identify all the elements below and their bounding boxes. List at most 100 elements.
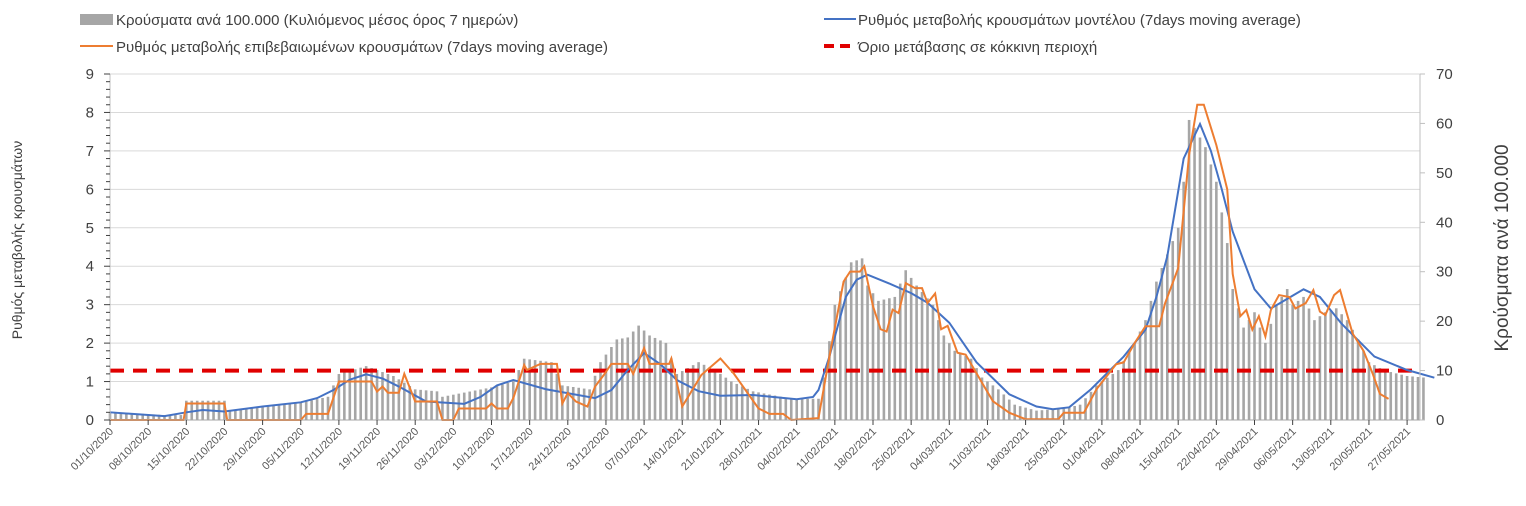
bar bbox=[315, 399, 319, 420]
bar bbox=[1133, 342, 1136, 420]
bar bbox=[893, 296, 897, 420]
bar bbox=[980, 377, 984, 420]
bar bbox=[735, 383, 739, 420]
bar bbox=[283, 404, 286, 420]
bar bbox=[1258, 327, 1262, 420]
y-left-tick-label: 9 bbox=[86, 66, 94, 83]
bar bbox=[1422, 377, 1425, 420]
bar bbox=[833, 304, 837, 420]
legend-label-blue: Ρυθμός μεταβολής κρουσμάτων μοντέλου (7d… bbox=[858, 12, 1301, 29]
bar bbox=[353, 369, 357, 420]
bar bbox=[1155, 281, 1158, 420]
bar bbox=[114, 412, 117, 420]
bar bbox=[571, 386, 575, 420]
bar bbox=[1389, 372, 1393, 420]
y-right-tick-label: 60 bbox=[1436, 115, 1453, 132]
bar bbox=[326, 396, 330, 420]
legend-label-orange: Ρυθμός μεταβολής επιβεβαιωμένων κρουσμάτ… bbox=[116, 39, 608, 56]
bar bbox=[953, 350, 957, 420]
bar bbox=[119, 412, 123, 420]
bar bbox=[522, 358, 526, 420]
bar bbox=[1416, 376, 1420, 420]
bar bbox=[244, 408, 248, 420]
bar bbox=[948, 343, 951, 420]
bar bbox=[321, 397, 324, 420]
bar bbox=[157, 414, 161, 420]
bar bbox=[828, 341, 831, 420]
bar bbox=[446, 395, 450, 420]
bar bbox=[163, 415, 166, 420]
bar bbox=[817, 398, 820, 420]
bar bbox=[1236, 308, 1240, 420]
y-left-tick-label: 3 bbox=[86, 297, 94, 314]
bar bbox=[343, 372, 346, 420]
bar bbox=[653, 337, 657, 420]
bar bbox=[539, 360, 542, 420]
bar bbox=[495, 385, 499, 420]
bar bbox=[751, 391, 755, 420]
bar bbox=[860, 258, 864, 420]
bar bbox=[1111, 373, 1115, 420]
bar bbox=[1324, 312, 1327, 420]
bars-cases bbox=[108, 119, 1425, 421]
bar bbox=[680, 371, 684, 420]
bar bbox=[730, 381, 733, 420]
bar bbox=[664, 342, 668, 420]
bar bbox=[1345, 320, 1349, 420]
bar bbox=[958, 353, 962, 420]
bar bbox=[719, 373, 722, 420]
bar bbox=[599, 362, 602, 420]
bar bbox=[1116, 370, 1120, 420]
bar bbox=[795, 398, 798, 420]
bar bbox=[179, 415, 183, 420]
bar bbox=[1302, 296, 1305, 420]
y-right-tick-label: 70 bbox=[1436, 66, 1453, 83]
bar bbox=[882, 299, 886, 420]
bar bbox=[501, 384, 504, 420]
bar bbox=[888, 298, 891, 420]
y-right-tick-label: 20 bbox=[1436, 313, 1453, 330]
bar bbox=[310, 400, 313, 420]
bar bbox=[1166, 254, 1169, 420]
bar bbox=[964, 356, 967, 420]
bar bbox=[670, 358, 673, 420]
bar bbox=[1029, 409, 1033, 420]
bar bbox=[1182, 181, 1185, 420]
bar bbox=[1215, 181, 1218, 420]
y-left-axis-title: Ρυθμός μεταβολής κρουσμάτων bbox=[9, 141, 25, 339]
bar bbox=[746, 388, 749, 420]
bar bbox=[337, 374, 341, 420]
bar bbox=[288, 403, 292, 420]
bar bbox=[1394, 373, 1398, 420]
y-right-axis-title: Κρούσματα ανά 100.000 bbox=[1492, 144, 1513, 351]
bar bbox=[1340, 314, 1343, 420]
bar bbox=[462, 392, 466, 420]
bar bbox=[348, 370, 352, 420]
bar bbox=[1367, 362, 1371, 420]
bar bbox=[779, 396, 782, 420]
series-line-confirmed-rate bbox=[110, 103, 1390, 422]
bar bbox=[1291, 304, 1294, 420]
bar bbox=[1356, 339, 1360, 420]
series-line-model-rate bbox=[109, 121, 1435, 418]
bar bbox=[724, 377, 728, 420]
bar bbox=[942, 335, 946, 420]
bar bbox=[1373, 365, 1376, 420]
y-right-tick-labels: 0 10 20 30 40 50 60 70 bbox=[1436, 66, 1453, 429]
bar bbox=[1095, 385, 1098, 420]
legend-label-bars: Κρούσματα ανά 100.000 (Κυλιόμενος μέσος … bbox=[116, 12, 518, 29]
bar bbox=[811, 398, 815, 420]
bar bbox=[871, 293, 875, 420]
bar bbox=[299, 402, 303, 420]
bar bbox=[1253, 312, 1256, 420]
bar bbox=[272, 405, 275, 420]
bar bbox=[691, 365, 695, 420]
bar bbox=[909, 277, 913, 420]
legend-label-red: Όριο μετάβασης σε κόκκινη περιοχή bbox=[857, 39, 1097, 56]
bar bbox=[1329, 310, 1333, 420]
bar bbox=[1018, 406, 1022, 420]
bar bbox=[1046, 409, 1049, 420]
bar bbox=[1351, 329, 1354, 420]
y-left-tick-label: 0 bbox=[86, 412, 94, 429]
bar bbox=[1127, 351, 1131, 420]
